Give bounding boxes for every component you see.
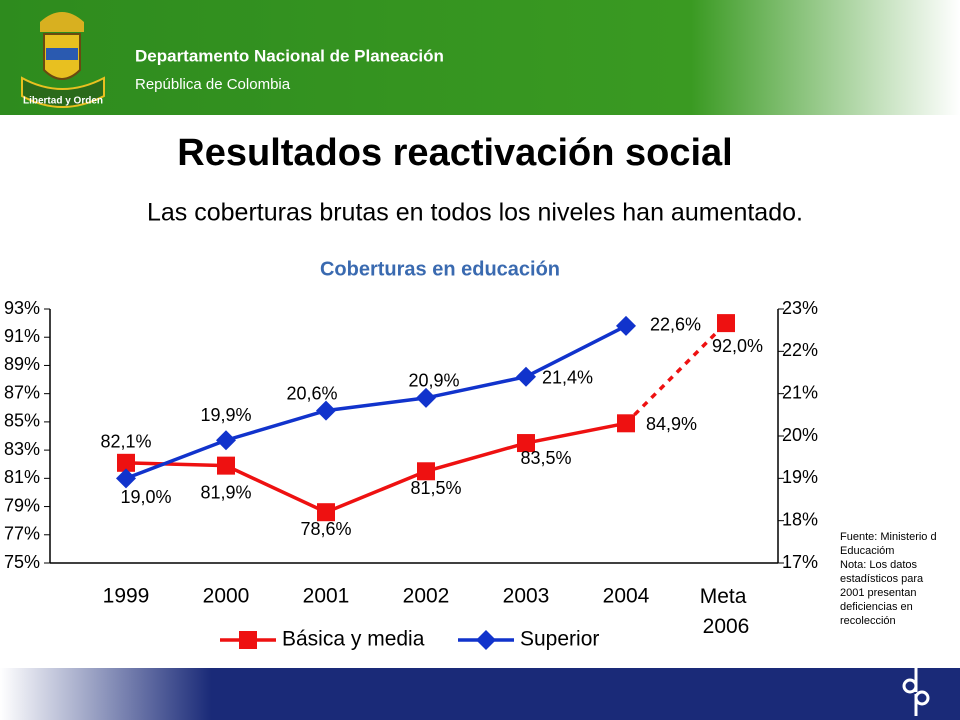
x-tick-label: 2002 <box>403 585 450 608</box>
y-tick-label: 93% <box>4 298 40 318</box>
marker <box>416 387 436 408</box>
marker <box>217 456 235 475</box>
value-label: 19,0% <box>120 487 171 507</box>
marker <box>717 314 735 333</box>
motto: Libertad y Orden <box>23 96 103 107</box>
header-band <box>0 0 960 115</box>
series-line <box>125 324 627 480</box>
x-tick-label: 2004 <box>603 585 650 608</box>
y2-tick-label: 20% <box>782 425 818 445</box>
note-line: Educacióm <box>840 545 894 557</box>
x-tick-label: 2003 <box>503 585 550 608</box>
y-tick-label: 79% <box>4 495 40 515</box>
y2-tick-label: 22% <box>782 340 818 360</box>
y-tick-label: 89% <box>4 354 40 374</box>
y2-tick-label: 19% <box>782 467 818 487</box>
value-label: 22,6% <box>650 315 701 335</box>
x-tick-label: 2000 <box>203 585 250 608</box>
value-label: 81,5% <box>410 478 461 498</box>
note-line: deficiencias en <box>840 601 913 613</box>
x-tick-label: Meta 2006 <box>700 585 753 638</box>
org-name: Departamento Nacional de Planeación <box>135 46 444 65</box>
y-tick-label: 91% <box>4 326 40 346</box>
marker <box>517 434 535 453</box>
y2-tick-label: 21% <box>782 382 818 402</box>
value-label: 84,9% <box>646 414 697 434</box>
note-box <box>828 530 960 668</box>
marker <box>116 468 136 489</box>
legend-label: Superior <box>520 628 599 651</box>
marker <box>617 414 635 433</box>
marker <box>216 430 236 451</box>
marker <box>516 366 536 387</box>
y-tick-label: 87% <box>4 382 40 402</box>
series-line <box>125 421 627 515</box>
y-tick-label: 83% <box>4 439 40 459</box>
legend-label: Básica y media <box>282 628 425 651</box>
y2-tick-label: 18% <box>782 509 818 529</box>
legend-marker <box>476 630 496 650</box>
value-label: 82,1% <box>100 432 151 452</box>
y-tick-label: 77% <box>4 524 40 544</box>
value-label: 19,9% <box>200 405 251 425</box>
x-tick-label: 1999 <box>103 585 150 608</box>
marker <box>317 503 335 522</box>
chart-title: Coberturas en educación <box>320 258 560 280</box>
y2-tick-label: 23% <box>782 298 818 318</box>
footer-band <box>0 668 960 720</box>
marker <box>616 315 636 336</box>
value-label: 81,9% <box>200 482 251 502</box>
y2-tick-label: 17% <box>782 552 818 572</box>
coat-of-arms <box>21 12 105 108</box>
slide-title: Resultados reactivación social <box>177 132 732 174</box>
value-label: 20,9% <box>408 371 459 391</box>
marker <box>417 462 435 481</box>
subtitle: Las coberturas brutas en todos los nivel… <box>147 199 803 227</box>
note-line: 2001 presentan <box>840 587 916 599</box>
marker <box>117 453 135 472</box>
note-line: Nota: Los datos <box>840 559 918 571</box>
note-line: recolección <box>840 615 896 627</box>
value-label: 21,4% <box>542 367 593 387</box>
y-tick-label: 75% <box>4 552 40 572</box>
note-line: Fuente: Ministerio d <box>840 531 937 543</box>
y-tick-label: 85% <box>4 411 40 431</box>
value-label: 78,6% <box>300 519 351 539</box>
dnp-logo <box>902 668 930 716</box>
marker <box>316 400 336 421</box>
value-label: 92,0% <box>712 336 763 356</box>
x-tick-label: 2001 <box>303 585 350 608</box>
value-label: 83,5% <box>520 448 571 468</box>
note-line: estadísticos para <box>840 573 924 585</box>
legend-marker <box>239 631 257 649</box>
y-tick-label: 81% <box>4 467 40 487</box>
dashed-segment <box>624 321 728 425</box>
value-label: 20,6% <box>286 383 337 403</box>
country: República de Colombia <box>135 76 291 93</box>
